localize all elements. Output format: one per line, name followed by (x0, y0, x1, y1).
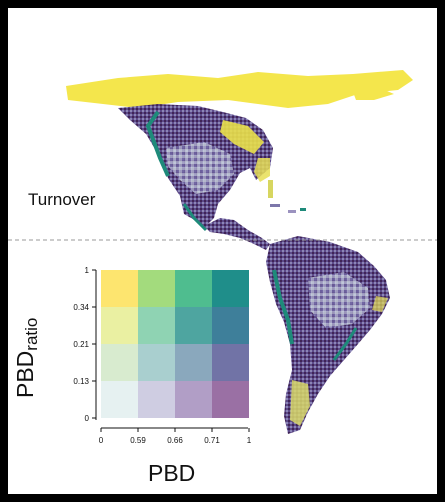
legend-cell (138, 270, 175, 307)
greenland-fragment (353, 88, 394, 100)
legend-y-tick-label: 0 (85, 414, 90, 423)
legend-y-title-main: PBD (12, 350, 38, 398)
legend-y-tick-label: 1 (85, 266, 90, 275)
legend-cell (175, 270, 212, 307)
legend-cell (212, 270, 249, 307)
caribbean-island (300, 208, 306, 211)
legend-x-tick-label: 0.66 (167, 436, 183, 445)
south-america (266, 236, 390, 434)
atlantic-yellow (372, 296, 388, 312)
caribbean-island (270, 204, 280, 207)
legend-color-grid (101, 270, 249, 418)
florida-yellow (268, 180, 273, 198)
caribbean-island (288, 210, 296, 213)
legend-cell (175, 344, 212, 381)
region-label: Turnover (28, 190, 96, 209)
mexico-teal (182, 203, 208, 232)
legend-cell (175, 381, 212, 418)
map-panel: Turnover 1 0.34 0.21 0.13 0 0 0.59 0.66 0.71 1 PB… (8, 8, 437, 494)
legend-x-tick-label: 0 (99, 436, 104, 445)
legend-cell (212, 381, 249, 418)
legend-cell (101, 344, 138, 381)
arctic-zone (66, 70, 413, 108)
legend-y-title-sub: ratio (22, 317, 41, 351)
west-coast-teal (145, 110, 170, 177)
legend-cell (101, 307, 138, 344)
north-america (66, 70, 413, 250)
legend-y-tick-label: 0.34 (73, 303, 89, 312)
legend-y-tick-label: 0.13 (73, 377, 89, 386)
central-america (204, 218, 270, 250)
legend-cell (101, 270, 138, 307)
legend-cell (138, 307, 175, 344)
legend-cell (212, 344, 249, 381)
legend-x-tick-label: 0.71 (204, 436, 220, 445)
north-america-interior (166, 142, 234, 194)
patagonia-yellow (290, 380, 310, 426)
legend-x-title: PBD (148, 460, 196, 486)
legend-y-tick-label: 0.21 (73, 340, 89, 349)
southeast-teal (332, 327, 358, 361)
legend-cell (175, 307, 212, 344)
legend-cell (212, 307, 249, 344)
legend-x-tick-label: 0.59 (130, 436, 146, 445)
legend-ticks: 1 0.34 0.21 0.13 0 0 0.59 0.66 0.71 1 (73, 266, 251, 445)
brazil-interior (308, 272, 370, 328)
andes-teal (272, 269, 294, 345)
legend-y-title: PBDratio (12, 318, 42, 398)
legend-x-tick-label: 1 (247, 436, 252, 445)
legend-cell (138, 381, 175, 418)
canada-yellow-patch (220, 120, 264, 154)
east-coast-yellow (254, 158, 270, 182)
legend-cell (138, 344, 175, 381)
legend-cell (101, 381, 138, 418)
choropleth-map (8, 70, 437, 434)
bivariate-legend: 1 0.34 0.21 0.13 0 0 0.59 0.66 0.71 1 (73, 266, 251, 445)
